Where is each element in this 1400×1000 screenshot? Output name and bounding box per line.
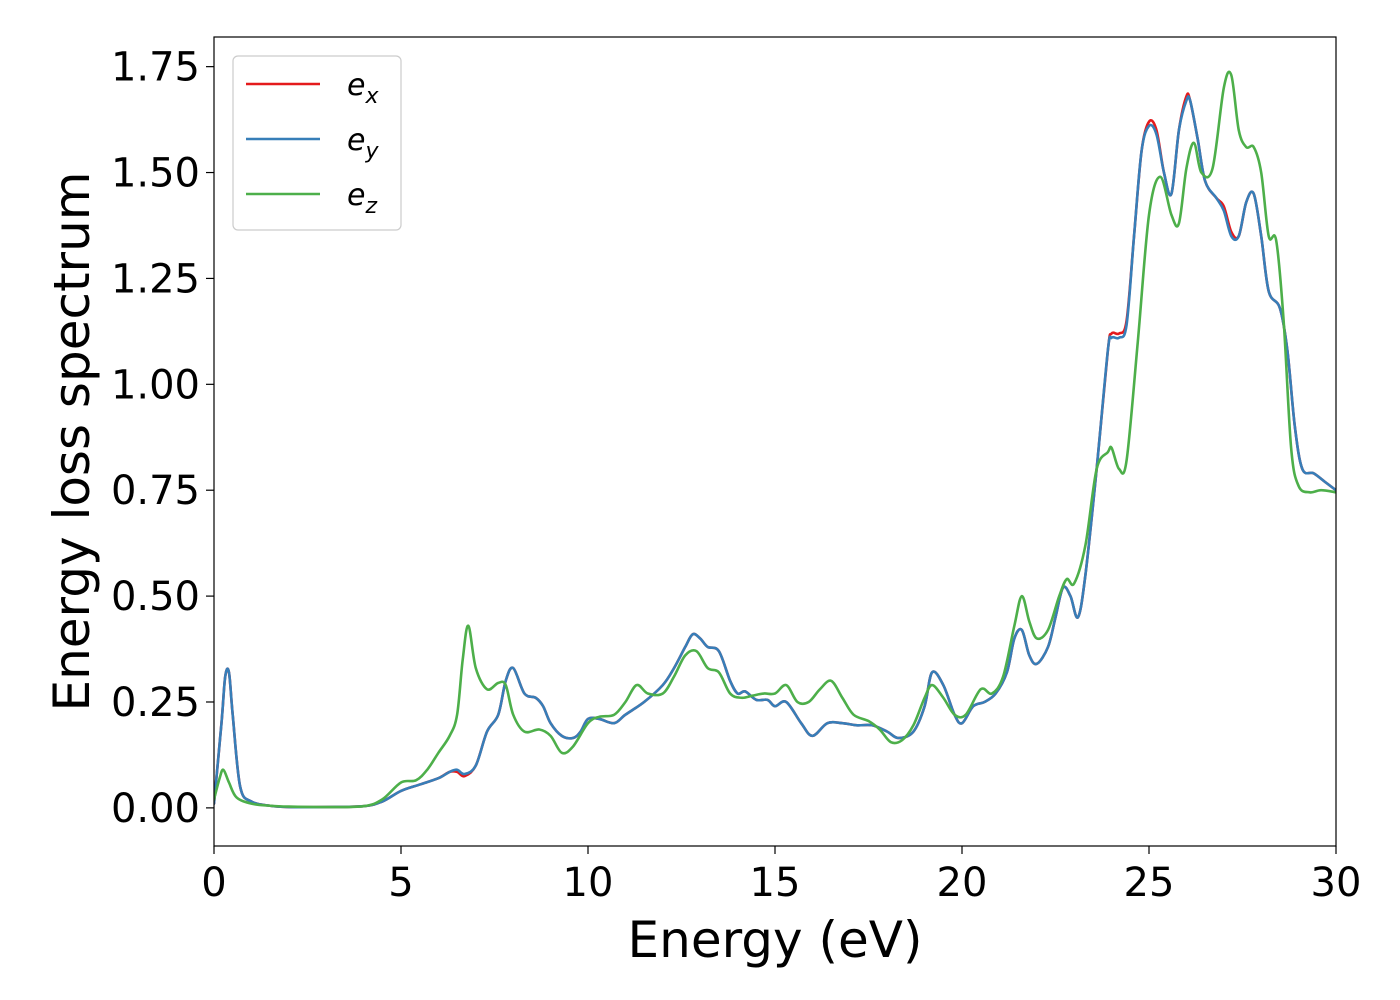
x-tick-label: 20 bbox=[937, 860, 988, 906]
y-tick-label: 1.50 bbox=[111, 151, 200, 197]
legend-label-x: ex bbox=[347, 68, 379, 109]
y-tick-label: 1.25 bbox=[111, 256, 200, 302]
x-tick-label: 15 bbox=[750, 860, 801, 906]
y-tick-label: 0.75 bbox=[111, 468, 200, 514]
y-tick-label: 1.00 bbox=[111, 362, 200, 408]
legend-label-z: ez bbox=[347, 178, 377, 219]
x-axis: 0 5 10 15 20 25 30 bbox=[201, 846, 1361, 906]
x-tick-label: 30 bbox=[1311, 860, 1362, 906]
series-line-y bbox=[214, 94, 1336, 809]
series-line-z bbox=[214, 70, 1336, 809]
legend-label-y: ey bbox=[347, 123, 379, 164]
y-axis-label: Energy loss spectrum bbox=[43, 171, 101, 711]
y-tick-label: 0.25 bbox=[111, 680, 200, 726]
y-tick-label: 0.50 bbox=[111, 574, 200, 620]
x-axis-label: Energy (eV) bbox=[628, 911, 923, 969]
x-tick-label: 5 bbox=[388, 860, 413, 906]
y-tick-label: 1.75 bbox=[111, 45, 200, 91]
series-layer bbox=[214, 70, 1336, 809]
x-tick-label: 10 bbox=[563, 860, 614, 906]
x-tick-label: 0 bbox=[201, 860, 226, 906]
legend: ex ey ez bbox=[232, 55, 402, 231]
legend-box bbox=[232, 55, 402, 231]
y-axis: 0.00 0.25 0.50 0.75 1.00 1.25 1.50 1.75 bbox=[111, 45, 214, 832]
x-tick-label: 25 bbox=[1124, 860, 1175, 906]
y-tick-label: 0.00 bbox=[111, 786, 200, 832]
